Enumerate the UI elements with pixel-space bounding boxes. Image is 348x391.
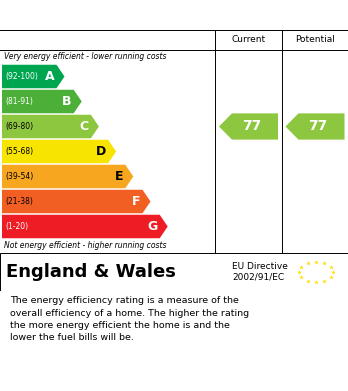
Text: E: E <box>115 170 123 183</box>
Text: (55-68): (55-68) <box>5 147 33 156</box>
Text: (39-54): (39-54) <box>5 172 33 181</box>
Text: G: G <box>148 220 158 233</box>
Polygon shape <box>2 115 99 138</box>
Polygon shape <box>2 90 82 113</box>
Text: Energy Efficiency Rating: Energy Efficiency Rating <box>69 7 279 23</box>
Polygon shape <box>2 165 133 188</box>
Text: (21-38): (21-38) <box>5 197 33 206</box>
Text: 77: 77 <box>308 120 327 133</box>
Text: (81-91): (81-91) <box>5 97 33 106</box>
Text: F: F <box>132 195 141 208</box>
Text: C: C <box>80 120 89 133</box>
Text: Not energy efficient - higher running costs: Not energy efficient - higher running co… <box>4 241 166 250</box>
Polygon shape <box>285 113 345 140</box>
Text: Very energy efficient - lower running costs: Very energy efficient - lower running co… <box>4 52 166 61</box>
Polygon shape <box>2 190 150 213</box>
Text: (92-100): (92-100) <box>5 72 38 81</box>
Text: Potential: Potential <box>295 36 335 45</box>
Text: EU Directive
2002/91/EC: EU Directive 2002/91/EC <box>232 262 288 282</box>
Polygon shape <box>2 215 168 238</box>
Text: (1-20): (1-20) <box>5 222 28 231</box>
Text: England & Wales: England & Wales <box>6 263 176 281</box>
Text: 77: 77 <box>242 120 261 133</box>
Text: D: D <box>96 145 106 158</box>
Text: Current: Current <box>231 36 266 45</box>
Text: A: A <box>45 70 55 83</box>
Polygon shape <box>2 65 64 88</box>
Text: B: B <box>62 95 72 108</box>
Text: The energy efficiency rating is a measure of the
overall efficiency of a home. T: The energy efficiency rating is a measur… <box>10 296 250 343</box>
Text: (69-80): (69-80) <box>5 122 33 131</box>
Polygon shape <box>2 140 116 163</box>
Polygon shape <box>219 113 278 140</box>
